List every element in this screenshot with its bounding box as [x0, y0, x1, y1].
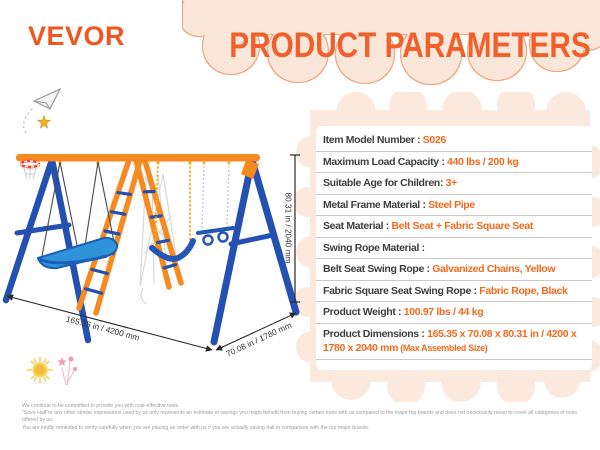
- spec-row: Seat Material : Belt Seat + Fabric Squar…: [316, 216, 592, 238]
- dimension-height: 80.31 in / 2040 mm: [284, 154, 300, 303]
- spec-row-value: Galvanized Chains, Yellow: [432, 263, 556, 275]
- spec-row-label: Swing Rope Material :: [323, 241, 425, 254]
- spec-row: Suitable Age for Children: 3+: [316, 173, 592, 195]
- spec-row: Swing Rope Material :: [316, 238, 592, 259]
- spec-row: Metal Frame Material : Steel Pipe: [316, 195, 592, 216]
- spec-row: Product Weight : 100.97 lbs / 44 kg: [316, 302, 592, 324]
- sun-icon: [27, 357, 53, 383]
- spec-row-value: 440 lbs / 200 kg: [447, 155, 519, 168]
- spec-row-label: Fabric Square Seat Swing Rope :: [323, 284, 480, 297]
- spec-row-label: Metal Frame Material :: [323, 198, 429, 211]
- spec-row-value: 100.97 lbs / 44 kg: [403, 306, 484, 318]
- spec-row-label: Product Weight :: [323, 306, 404, 318]
- header-cloud: [179, 0, 600, 86]
- swing-set-image: 80.31 in / 2040 mm 165.35 in / 4200 mm 7…: [2, 154, 300, 359]
- right-apex-cap: [241, 160, 259, 179]
- disclaimer: We continue to be committed to provide y…: [22, 403, 587, 432]
- spec-row-label: Item Model Number :: [323, 134, 423, 146]
- belt-swing: [149, 161, 196, 262]
- page-title: PRODUCT PARAMETERS: [229, 26, 591, 65]
- spec-row-label: Product Dimensions :: [323, 327, 428, 340]
- spec-row-note: (Max Assembled Size): [398, 342, 488, 353]
- disclaimer-line: "Save Half"or any other similar expressi…: [22, 410, 577, 424]
- disclaimer-line: We continue to be committed to provide y…: [22, 403, 180, 409]
- spec-row-label: Suitable Age for Children:: [323, 177, 446, 189]
- dimension-depth-label: 70.08 in / 1780 mm: [224, 320, 293, 359]
- spec-row-label: Seat Material :: [323, 220, 392, 232]
- dimension-depth: 70.08 in / 1780 mm: [215, 312, 297, 359]
- brand-logo: VEVOR: [28, 21, 126, 51]
- trapeze-rings: [196, 161, 235, 246]
- spec-row-value: Steel Pipe: [428, 198, 475, 211]
- spec-row: Belt Seat Swing Rope : Galvanized Chains…: [316, 259, 592, 281]
- dimension-height-label: 80.31 in / 2040 mm: [284, 192, 294, 263]
- header-cloud-shape: [179, 0, 600, 84]
- right-a-frame: [210, 156, 300, 346]
- star-icon: [36, 114, 52, 130]
- basketball-hoop-icon: [19, 159, 41, 180]
- spec-table-rows: Item Model Number : S026 Maximum Load Cap…: [316, 130, 592, 360]
- spec-row-value: Fabric Rope, Black: [479, 284, 568, 297]
- paper-plane-icon: [32, 87, 62, 110]
- spec-row-label: Maximum Load Capacity :: [323, 155, 448, 168]
- disclaimer-line: You are kindly reminded to verify carefu…: [22, 424, 370, 431]
- middle-ladder: [76, 157, 184, 316]
- spec-row: Item Model Number : S026: [316, 130, 592, 152]
- flowers-icon: [57, 356, 78, 386]
- spec-row-value: Belt Seat + Fabric Square Seat: [391, 220, 534, 232]
- kite-doodle-icon: [23, 87, 62, 134]
- sun-flowers-doodle: [27, 356, 78, 386]
- spec-row-value: S026: [422, 134, 446, 146]
- spec-row-label: Belt Seat Swing Rope :: [323, 263, 433, 275]
- dimension-length: 165.35 in / 4200 mm: [6, 294, 213, 352]
- spec-row-value: 3+: [445, 177, 458, 189]
- saucer-swing: [36, 161, 119, 270]
- spec-row-value: 165.35 x 70.08 x 80.31 in / 4200 x 1780 …: [323, 327, 577, 354]
- spec-row: Maximum Load Capacity : 440 lbs / 200 kg: [316, 152, 592, 173]
- spec-row: Product Dimensions : 165.35 x 70.08 x 80…: [316, 324, 592, 360]
- spec-table: Item Model Number : S026 Maximum Load Cap…: [316, 126, 592, 370]
- top-beam: [16, 154, 260, 162]
- kite-trail: [23, 106, 35, 134]
- spec-row: Fabric Square Seat Swing Rope : Fabric R…: [316, 281, 592, 302]
